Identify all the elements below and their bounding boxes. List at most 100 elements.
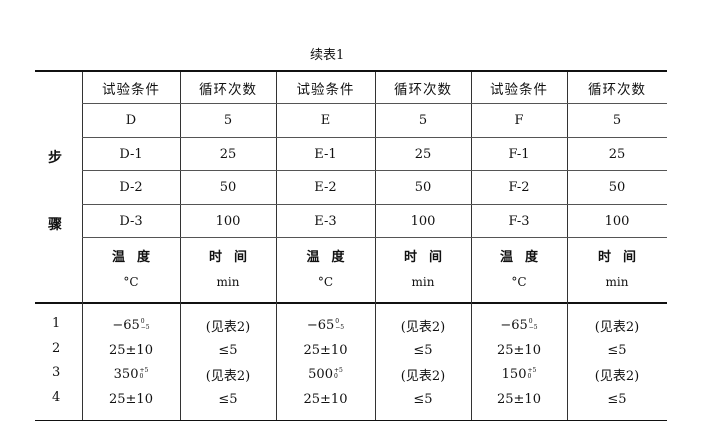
table-cell: E-3 xyxy=(314,213,337,229)
cell-value: ≤5 xyxy=(218,342,238,358)
column-header: 试验条件 xyxy=(490,81,548,98)
table-cell: E xyxy=(320,112,331,128)
tolerance: 0 −5 xyxy=(335,319,344,331)
table-cell: ≤5 xyxy=(567,387,667,411)
tolerance: 0 −5 xyxy=(141,319,150,331)
table-cell: 5 xyxy=(418,112,428,128)
table-cell: 500 +5 0 xyxy=(276,362,375,386)
table-cell: 5 xyxy=(223,112,233,128)
table-cell: ≤5 xyxy=(180,338,276,362)
quantity-name: 温度 xyxy=(111,250,162,265)
cell-value: ≤5 xyxy=(413,342,433,358)
table-cell: 50 xyxy=(219,179,237,195)
column-divider xyxy=(567,72,568,420)
cell-value: 25±10 xyxy=(497,391,541,407)
table-cell: −65 0 −5 xyxy=(471,313,567,337)
table-cell: 25±10 xyxy=(276,387,375,411)
upper-tolerance: +5 xyxy=(139,367,149,374)
row-index: 4 xyxy=(52,390,61,405)
cell-value: 25±10 xyxy=(109,391,153,407)
table-cell: 5 xyxy=(612,112,622,128)
quantity-name: 时间 xyxy=(208,250,259,265)
unit-label: min xyxy=(411,275,435,289)
unit-label: min xyxy=(605,275,629,289)
upper-tolerance: 0 xyxy=(528,318,533,325)
row-divider xyxy=(82,237,667,238)
table-cell: 350 +5 0 xyxy=(82,362,180,386)
side-label-procedure: 骤 xyxy=(48,217,62,233)
unit-label: °C xyxy=(511,275,527,289)
row-divider xyxy=(82,170,667,171)
table-cell: ≤5 xyxy=(567,338,667,362)
cell-value: 500 xyxy=(308,366,333,382)
table-cell: 25±10 xyxy=(471,338,567,362)
table-cell: 100 xyxy=(215,213,241,229)
cell-value: 25±10 xyxy=(303,342,348,358)
unit-header: 时间 min xyxy=(375,240,471,300)
column-header: 循环次数 xyxy=(588,81,646,98)
table-cell: 100 xyxy=(604,213,630,229)
table-cell: 50 xyxy=(608,179,626,195)
cell-value: (见表2) xyxy=(400,319,446,335)
column-header: 循环次数 xyxy=(394,81,452,98)
row-divider xyxy=(82,103,667,104)
table-cell: F-3 xyxy=(508,213,530,229)
table-cell: D xyxy=(125,112,137,128)
quantity-name: 温度 xyxy=(499,250,550,265)
quantity-name: 时间 xyxy=(597,250,648,265)
column-divider xyxy=(471,72,472,420)
cell-value: −65 xyxy=(500,317,528,333)
row-index: 3 xyxy=(52,365,61,380)
table-cell: (见表2) xyxy=(567,313,667,337)
unit-header: 时间 min xyxy=(180,240,276,300)
lower-tolerance: −5 xyxy=(335,324,345,331)
table-cell: 25 xyxy=(414,146,432,162)
tolerance: +5 0 xyxy=(527,368,536,380)
table-cell: 25±10 xyxy=(471,387,567,411)
table-cell: −65 0 −5 xyxy=(82,313,180,337)
unit-header: 温度 °C xyxy=(471,240,567,300)
table-cell: 150 +5 0 xyxy=(471,362,567,386)
tolerance: 0 −5 xyxy=(529,319,538,331)
table-cell: F-1 xyxy=(508,146,530,162)
tolerance: +5 0 xyxy=(139,368,148,380)
table-cell: 25±10 xyxy=(82,338,180,362)
upper-tolerance: +5 xyxy=(333,367,343,374)
table-cell: D-1 xyxy=(119,146,143,162)
table-cell: D-2 xyxy=(119,179,143,195)
cell-value: −65 xyxy=(112,317,140,333)
lower-tolerance: 0 xyxy=(333,373,338,380)
cell-value: ≤5 xyxy=(607,391,627,407)
table-cell: (见表2) xyxy=(567,362,667,386)
table-cell: (见表2) xyxy=(375,313,471,337)
cell-value: 150 xyxy=(501,366,527,382)
cell-value: ≤5 xyxy=(607,342,627,358)
table-cell: 50 xyxy=(414,179,432,195)
table-title: 续表1 xyxy=(310,48,345,63)
unit-header: 温度 °C xyxy=(276,240,375,300)
bottom-rule xyxy=(35,420,667,421)
column-divider xyxy=(82,72,83,420)
unit-header: 时间 min xyxy=(567,240,667,300)
upper-tolerance: +5 xyxy=(527,367,537,374)
table-cell: F xyxy=(514,112,524,128)
cell-value: −65 xyxy=(306,317,335,333)
table-cell: 25 xyxy=(219,146,237,162)
table-cell: D-3 xyxy=(119,213,143,229)
column-header: 试验条件 xyxy=(102,81,160,98)
table-cell: 25±10 xyxy=(276,338,375,362)
middle-rule xyxy=(35,302,667,304)
unit-header: 温度 °C xyxy=(82,240,180,300)
lower-tolerance: −5 xyxy=(528,324,538,331)
unit-label: °C xyxy=(317,275,334,289)
column-divider xyxy=(375,72,376,420)
quantity-name: 温度 xyxy=(306,250,357,265)
table-cell: ≤5 xyxy=(180,387,276,411)
row-index: 2 xyxy=(52,341,61,356)
quantity-name: 时间 xyxy=(403,250,454,265)
cell-value: ≤5 xyxy=(218,391,238,407)
cell-value: 350 xyxy=(113,366,139,382)
upper-tolerance: 0 xyxy=(140,318,145,325)
table-cell: −65 0 −5 xyxy=(276,313,375,337)
